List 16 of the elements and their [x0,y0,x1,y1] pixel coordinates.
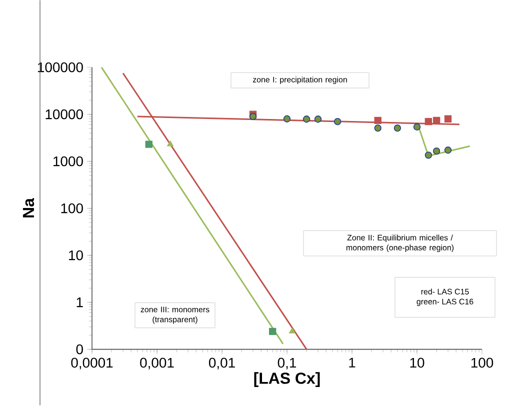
y-axis-title: Na [22,198,34,218]
y-tick-label: 100000 [38,62,83,72]
x-tick-label: 1 [349,358,356,368]
y-tick-label: 1000 [54,156,83,166]
x-tick-label: 0,0001 [71,358,113,370]
y-tick-label: 100 [61,204,83,214]
y-tick-label: 10000 [46,110,83,120]
y-tick-label: 1 [76,298,83,308]
x-axis-title: [LAS Cx] [254,372,320,388]
y-tick-label: 0 [76,344,83,354]
x-tick-label: 0,1 [278,358,296,370]
x-tick-label: 0,001 [140,358,174,370]
y-tick-label: 10 [69,250,83,260]
x-tick-label: 100 [471,358,494,368]
x-tick-label: 0,01 [208,358,235,370]
x-tick-label: 10 [410,358,424,368]
